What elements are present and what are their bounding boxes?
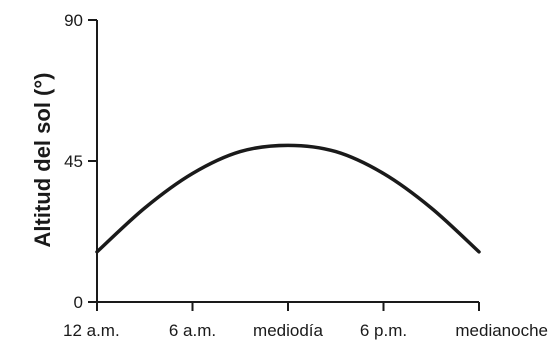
y-ticks: 0 45 90 bbox=[64, 11, 97, 312]
y-axis-title: Altitud del sol (°) bbox=[30, 72, 55, 247]
x-tick-label: mediodía bbox=[253, 321, 323, 340]
y-tick-label: 90 bbox=[64, 11, 83, 30]
y-tick-label: 45 bbox=[64, 152, 83, 171]
x-tick-label: 12 a.m. bbox=[63, 321, 120, 340]
x-tick-label: medianoche bbox=[455, 321, 548, 340]
x-ticks: 12 a.m. 6 a.m. mediodía 6 p.m. medianoche bbox=[63, 302, 548, 340]
x-tick-label: 6 a.m. bbox=[169, 321, 216, 340]
x-tick-label: 6 p.m. bbox=[360, 321, 407, 340]
series-line-sun-altitude bbox=[95, 143, 481, 254]
y-tick-label: 0 bbox=[74, 293, 83, 312]
